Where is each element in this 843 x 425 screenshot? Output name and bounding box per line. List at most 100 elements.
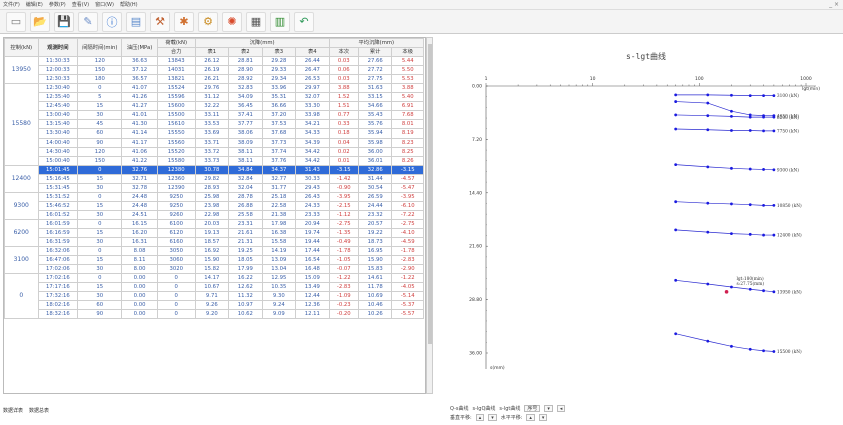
table-cell[interactable]: -2.83 [391, 255, 424, 266]
table-cell[interactable]: 35.98 [357, 137, 393, 148]
table-cell[interactable]: 29.82 [194, 173, 230, 184]
table-cell[interactable]: 8.19 [391, 128, 424, 139]
table-cell[interactable]: 60 [77, 300, 123, 311]
table-cell[interactable]: 36.63 [121, 56, 158, 67]
table-cell[interactable]: 31.77 [261, 182, 297, 193]
table-cell[interactable]: 12.95 [261, 273, 297, 284]
table-cell[interactable]: 0.02 [328, 146, 359, 157]
table-cell[interactable]: 15:31:45 [37, 182, 79, 193]
table-cell[interactable]: 0.18 [328, 128, 359, 139]
table-cell[interactable]: 32.77 [261, 173, 297, 184]
table-cell[interactable]: 0 [156, 300, 196, 311]
table-scrollbar[interactable] [426, 37, 433, 394]
table-cell[interactable]: 33.69 [194, 128, 230, 139]
table-cell[interactable]: 16.31 [121, 237, 158, 248]
table-row[interactable]: 12400 15:01:45 0 32.76 12380 30.78 34.84 34.37 3… [4, 164, 424, 193]
table-cell[interactable]: 37.12 [121, 65, 158, 76]
table-cell[interactable]: 14:00:40 [37, 137, 79, 148]
table-row[interactable]: 13:30:40 60 41.14 15550 33.69 38.06 37.68 34.33… [5, 128, 424, 139]
table-cell[interactable]: 8.23 [391, 137, 424, 148]
table-cell[interactable]: 33.71 [194, 137, 230, 148]
table-cell[interactable]: 45 [77, 119, 123, 130]
table-cell[interactable]: 16.15 [121, 218, 158, 229]
table-cell[interactable]: -5.47 [391, 182, 424, 193]
table-cell[interactable]: 28.92 [228, 74, 263, 85]
table-cell[interactable]: 38.11 [228, 155, 263, 166]
fire-button[interactable]: ✺ [222, 11, 242, 32]
table-cell[interactable]: 16:47:06 [37, 255, 79, 266]
table-cell[interactable]: 17:17:16 [37, 282, 79, 293]
table-cell[interactable]: 17.99 [228, 264, 263, 275]
table-cell[interactable]: 16.48 [295, 264, 330, 275]
table-cell[interactable]: 15500 [156, 110, 196, 121]
table-cell[interactable]: 120 [77, 146, 123, 157]
table-cell[interactable]: 10.67 [194, 282, 230, 293]
table-row[interactable]: 17:32:16 30 0.00 0 9.71 11.32 9.30 12.44 -1.09 10… [5, 291, 424, 302]
table-cell[interactable]: 3060 [156, 255, 196, 266]
save-button[interactable]: 💾 [54, 11, 74, 32]
table-cell[interactable]: 34.33 [295, 128, 330, 139]
table-cell[interactable]: 15:00:40 [37, 155, 79, 166]
table-cell[interactable]: 16.54 [295, 255, 330, 266]
table-cell[interactable]: 37.53 [261, 119, 297, 130]
table-cell[interactable]: 41.06 [121, 146, 158, 157]
table-row[interactable]: 15580 12:30:40 0 41.07 15524 29.76 32.83 33.96 2… [4, 83, 424, 166]
menu-item[interactable]: 文件(F) [3, 2, 20, 8]
table-cell[interactable]: 3020 [156, 264, 196, 275]
table-cell[interactable]: 0 [77, 164, 123, 175]
table-cell[interactable]: 10.97 [228, 300, 263, 311]
table-cell[interactable]: 1.51 [328, 101, 359, 112]
table-cell[interactable]: 90 [77, 137, 123, 148]
menu-item[interactable]: 编辑(E) [25, 2, 43, 8]
table-cell[interactable]: -5.14 [391, 291, 424, 302]
table-cell[interactable]: 12:30:33 [37, 74, 79, 85]
table-cell[interactable]: 12:45:40 [37, 101, 79, 112]
table-cell[interactable]: 41.27 [121, 101, 158, 112]
table-cell[interactable]: 15:46:52 [37, 200, 79, 211]
table-cell[interactable]: 0 [156, 273, 196, 284]
table-cell[interactable]: -3.95 [391, 191, 424, 202]
table-cell[interactable]: 3.88 [328, 83, 359, 94]
table-cell[interactable]: 16:16:59 [37, 227, 79, 239]
table-cell[interactable]: 9.20 [194, 309, 230, 320]
table-cell[interactable]: 41.07 [121, 83, 158, 94]
table-cell[interactable]: 9.71 [194, 291, 230, 302]
table-cell[interactable]: 16.95 [357, 246, 393, 257]
table-cell[interactable]: 8.11 [121, 255, 158, 266]
table-cell[interactable]: 31.63 [357, 83, 393, 94]
table-cell[interactable]: 15580 [156, 155, 196, 166]
table-cell[interactable]: -1.42 [328, 173, 359, 184]
table-row[interactable]: 13:00:40 30 41.01 15500 33.11 37.41 37.20 33.98… [5, 110, 424, 121]
table-cell[interactable]: 32.71 [121, 173, 158, 184]
table-cell[interactable]: 28.93 [194, 182, 230, 193]
table-cell[interactable]: 30 [77, 209, 123, 220]
table-cell[interactable]: 36.45 [228, 101, 263, 112]
table-cell[interactable]: 15 [77, 173, 123, 184]
table-cell[interactable]: 35.43 [357, 110, 393, 121]
table-cell[interactable]: 14.61 [357, 273, 393, 284]
table-cell[interactable]: 31.12 [194, 92, 230, 103]
table-cell[interactable]: -4.05 [391, 282, 424, 293]
table-cell[interactable]: 0 [156, 291, 196, 302]
table-cell[interactable]: 36.57 [121, 74, 158, 85]
table-cell[interactable]: 27.66 [357, 56, 393, 67]
table-cell[interactable]: 16:01:52 [37, 209, 79, 220]
table-cell[interactable]: 8.25 [391, 146, 424, 157]
table-cell[interactable]: 15.90 [357, 255, 393, 266]
table-cell[interactable]: 38.06 [228, 128, 263, 139]
info-button[interactable]: ⓘ [102, 11, 122, 32]
table-row[interactable]: 6200 16:01:59 0 16.15 6100 20.03 23.31 17.98 20.… [4, 218, 424, 248]
table-cell[interactable]: 34.42 [295, 155, 330, 166]
table-cell[interactable]: 11:30:33 [37, 56, 79, 67]
table-cell[interactable]: 32.86 [357, 164, 393, 175]
table-row[interactable]: 18:02:16 60 0.00 0 9.26 10.97 9.24 12.36 -0.23 10… [5, 300, 424, 311]
table-cell[interactable]: 1.52 [328, 92, 359, 103]
table-cell[interactable]: -0.90 [328, 182, 359, 193]
table-cell[interactable]: 26.43 [295, 191, 330, 202]
table-cell[interactable]: 17:02:06 [37, 264, 79, 275]
table-cell[interactable]: 26.59 [357, 191, 393, 202]
table-cell[interactable]: -1.35 [328, 227, 359, 239]
table-cell[interactable]: 11.32 [228, 291, 263, 302]
table-cell[interactable]: -0.07 [328, 264, 359, 275]
table-cell[interactable]: 28.90 [228, 65, 263, 76]
